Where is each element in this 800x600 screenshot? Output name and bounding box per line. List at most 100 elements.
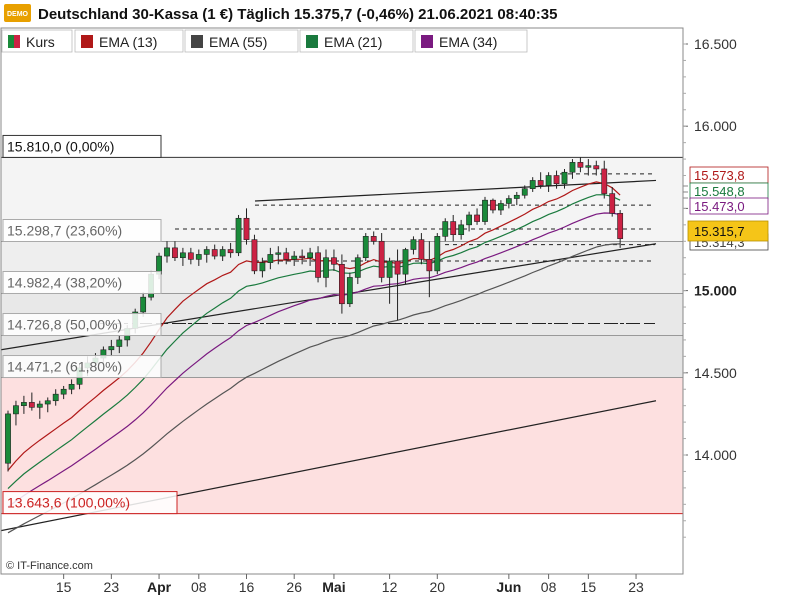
candle xyxy=(20,395,27,414)
fib-label-box-4 xyxy=(2,355,162,379)
candle xyxy=(52,389,59,406)
candle xyxy=(362,233,369,262)
candle xyxy=(513,191,520,206)
ema-34-line xyxy=(7,212,621,508)
candle xyxy=(283,247,290,265)
legend-swatch xyxy=(8,35,14,48)
fib-label-box-5 xyxy=(2,491,178,515)
candle xyxy=(243,208,250,245)
legend-item-1[interactable]: EMA (13) xyxy=(74,29,184,53)
candle xyxy=(338,254,345,314)
x-tick-label: Mai xyxy=(322,579,345,595)
y-tick-label: 15.000 xyxy=(694,283,737,299)
candle xyxy=(561,168,568,189)
x-tick-label: 15 xyxy=(56,579,72,595)
legend-swatch xyxy=(191,35,203,48)
y-tick-label: 16.000 xyxy=(694,118,737,134)
plot-area xyxy=(1,156,683,534)
ema-tag-2: 15.473,0 xyxy=(694,199,745,214)
candle xyxy=(291,251,298,266)
legend-swatch xyxy=(81,35,93,48)
candle xyxy=(577,157,584,173)
candle xyxy=(116,334,123,354)
fib-label-2: 14.982,4 (38,20%) xyxy=(7,274,122,290)
candle xyxy=(275,246,282,265)
x-tick-label: 23 xyxy=(104,579,120,595)
candle xyxy=(378,233,385,283)
fibonacci-labels: 15.810,0 (0,00%) 15.298,7 (23,60%) 14.982,… xyxy=(2,134,178,515)
candle xyxy=(323,249,329,288)
candle xyxy=(434,233,441,275)
legend-swatch xyxy=(421,35,433,48)
legend-label: EMA (21) xyxy=(324,34,382,50)
candle xyxy=(331,249,337,271)
candle xyxy=(394,249,401,321)
x-tick-label: 23 xyxy=(628,579,644,595)
candle xyxy=(386,257,393,304)
fib-label-box-1 xyxy=(2,218,162,242)
fib-label-box-0 xyxy=(2,134,162,158)
fib-label-4: 14.471,2 (61,80%) xyxy=(7,359,122,375)
legend-item-0[interactable]: Kurs xyxy=(1,29,73,53)
x-tick-label: 15 xyxy=(581,579,597,595)
candle xyxy=(44,397,51,413)
legend-item-4[interactable]: EMA (34) xyxy=(414,29,528,53)
demo-badge xyxy=(4,4,31,22)
candle xyxy=(211,244,218,260)
current-price-box xyxy=(687,220,769,242)
candle xyxy=(108,339,115,357)
candle xyxy=(505,195,512,209)
candle xyxy=(251,234,258,275)
y-tick-label: 14.500 xyxy=(694,365,737,381)
ema-lines xyxy=(7,181,621,534)
legend-label: EMA (13) xyxy=(99,34,157,50)
legend-item-2[interactable]: EMA (55) xyxy=(184,29,299,53)
candle xyxy=(315,246,321,283)
candle xyxy=(402,247,409,285)
candle xyxy=(219,246,226,262)
x-tick-label: 08 xyxy=(191,579,207,595)
chart-title: Deutschland 30-Kassa (1 €) Täglich 15.37… xyxy=(38,6,557,23)
ema-tag-box-2 xyxy=(689,197,769,215)
candle xyxy=(13,400,19,426)
x-axis[interactable]: 15 23 Apr 08 16 26 Mai 12 20 Jun 08 15 23 xyxy=(56,574,644,595)
x-tick-label: 08 xyxy=(541,579,557,595)
candle xyxy=(553,170,560,189)
candle xyxy=(569,159,576,179)
legend-label: EMA (34) xyxy=(439,34,497,50)
y-tick-label: 16.500 xyxy=(694,36,737,52)
ema-13-line xyxy=(7,181,621,471)
candle xyxy=(442,218,449,242)
candle xyxy=(195,249,202,266)
candle xyxy=(545,172,552,192)
candle xyxy=(521,185,528,199)
candle xyxy=(346,272,353,308)
legend-label: Kurs xyxy=(26,34,55,50)
candle xyxy=(227,242,234,258)
candle xyxy=(140,292,147,317)
fib-label-0: 15.810,0 (0,00%) xyxy=(7,138,114,154)
candle xyxy=(474,208,480,225)
fib-label-3: 14.726,8 (50,00%) xyxy=(7,317,122,333)
candle xyxy=(617,210,624,248)
fib-label-1: 15.298,7 (23,60%) xyxy=(7,222,122,238)
candle xyxy=(601,160,608,199)
ema-21-line xyxy=(7,194,621,490)
ema-tag-1: 15.548,8 xyxy=(694,184,745,199)
fib-label-box-3 xyxy=(2,313,162,337)
candle xyxy=(172,241,178,262)
candle xyxy=(537,172,544,189)
candle xyxy=(450,214,457,242)
candle xyxy=(354,254,361,285)
candle xyxy=(28,392,35,411)
legend-label: EMA (55) xyxy=(209,34,267,50)
header: DEMO Deutschland 30-Kassa (1 €) Täglich … xyxy=(4,4,557,23)
legend-item-3[interactable]: EMA (21) xyxy=(299,29,414,53)
y-tick-label: 14.000 xyxy=(694,447,737,463)
candle xyxy=(418,233,425,265)
candle xyxy=(482,196,488,225)
candle xyxy=(267,247,274,270)
candle xyxy=(458,219,465,240)
candle xyxy=(187,247,194,265)
candle xyxy=(5,410,11,472)
